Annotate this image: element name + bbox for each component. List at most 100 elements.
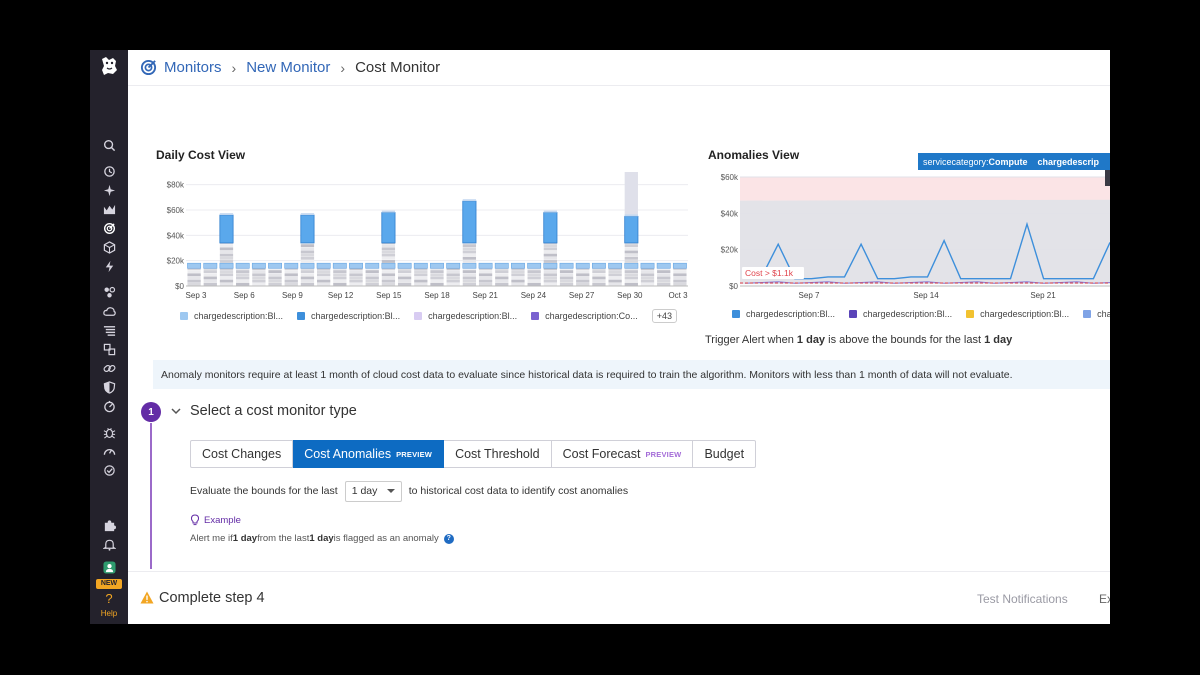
legend-item[interactable]: chargedescription:Bl...: [732, 309, 835, 319]
x-tick-label: Sep 21: [1030, 291, 1056, 300]
shield-icon[interactable]: [101, 379, 117, 395]
bar-segment: [268, 276, 282, 280]
trigger-bounds-value: 1 day: [984, 334, 1013, 346]
legend-more-button[interactable]: +43: [651, 309, 677, 323]
legend-item[interactable]: chargedescription:Bl...: [180, 311, 283, 321]
example-link[interactable]: Example: [190, 514, 241, 526]
y-tick-label: $20k: [721, 246, 739, 255]
footer-bar: Complete step 4 Test Notifications Ex: [128, 571, 1110, 624]
bar: [187, 262, 202, 286]
trigger-middle: is above the bounds for the last: [825, 334, 985, 346]
legend-item[interactable]: cha: [1083, 309, 1110, 319]
legend-swatch: [849, 310, 858, 318]
step-title[interactable]: Select a cost monitor type: [190, 403, 357, 419]
legend-item[interactable]: chargedescription:Bl...: [414, 311, 517, 321]
bar-segment: [543, 210, 557, 213]
trigger-alert-text: Trigger Alert when 1 day is above the bo…: [705, 334, 1012, 346]
x-tick-label: Sep 15: [376, 291, 402, 300]
legend-item[interactable]: chargedescription:Co...: [531, 311, 638, 321]
bar-segment: [381, 250, 396, 254]
bar-segment: [559, 270, 574, 274]
bar-segment: [511, 282, 525, 286]
help-label[interactable]: Help: [100, 609, 118, 618]
bar: [203, 262, 218, 286]
breadcrumb-monitors-link[interactable]: Monitors: [164, 59, 222, 76]
chevron-down-icon[interactable]: [170, 405, 182, 417]
main-content: Monitors › New Monitor › Cost Monitor Da…: [128, 50, 1110, 624]
legend-label: chargedescription:Bl...: [746, 309, 836, 319]
bar-segment: [414, 276, 428, 280]
legend-item[interactable]: chargedescription:Bl...: [849, 309, 952, 319]
dashboard-icon[interactable]: [101, 201, 117, 217]
daily-cost-chart[interactable]: $0 $20k $40k $60k $80k Sep 3 Sep 6 Sep 9 Sep 12 S…: [156, 164, 692, 304]
bar: [235, 262, 250, 286]
tab-cost-changes[interactable]: Cost Changes: [190, 440, 294, 468]
bar-segment: [462, 250, 477, 254]
bar-segment: [624, 270, 638, 274]
bar-segment: [381, 260, 396, 263]
legend-item[interactable]: chargedescription:Bl...: [966, 309, 1069, 319]
bar-segment: [608, 270, 622, 274]
bar-segment: [381, 253, 396, 257]
bar-segment: [527, 276, 541, 280]
bar-segment: [543, 262, 558, 269]
user-icon[interactable]: [101, 559, 117, 575]
link-icon[interactable]: [101, 360, 117, 376]
bar: [640, 262, 655, 286]
bar-segment: [640, 270, 655, 274]
threshold-label-bg: [742, 267, 804, 279]
legend-item[interactable]: chargedescription:Bl...: [297, 311, 400, 321]
logs-icon[interactable]: [101, 322, 117, 338]
bar-segment: [300, 270, 315, 274]
anomalies-chart[interactable]: $0 $20k $40k $60k Cost > $1.1k Sep 7 Sep 14 Sep…: [708, 150, 1110, 302]
bar: [316, 262, 331, 286]
help-circle-icon[interactable]: ?: [443, 533, 454, 544]
tab-cost-threshold[interactable]: Cost Threshold: [444, 440, 552, 468]
bell-icon[interactable]: [101, 536, 117, 552]
integrations-icon[interactable]: [101, 284, 117, 300]
bug-icon[interactable]: [101, 424, 117, 440]
bar-segment: [462, 282, 477, 286]
bar-segment: [543, 253, 557, 257]
lightning-icon[interactable]: [101, 258, 117, 274]
datadog-logo-icon[interactable]: [98, 55, 120, 77]
breadcrumb-new-monitor-link[interactable]: New Monitor: [246, 59, 331, 76]
tooltip-text: servicecategory:Compute chargedescrip: [923, 157, 1100, 167]
help-icon[interactable]: ?: [105, 590, 113, 606]
eval-select-value: 1 day: [351, 485, 378, 497]
evaluation-window-select[interactable]: 1 day: [344, 480, 402, 502]
gauge-icon[interactable]: [101, 398, 117, 414]
bar-segment: [462, 279, 477, 283]
search-icon[interactable]: [101, 137, 117, 153]
cloud-icon[interactable]: [101, 303, 117, 319]
cube-icon[interactable]: [101, 239, 117, 255]
synthetics-icon[interactable]: [101, 462, 117, 478]
bar: [413, 262, 428, 286]
monitors-icon[interactable]: [101, 220, 117, 236]
test-notifications-button[interactable]: Test Notifications: [977, 592, 1068, 606]
bar-segment: [608, 276, 622, 280]
bar-segment: [624, 253, 638, 257]
tab-cost-anomalies[interactable]: Cost Anomalies PREVIEW: [293, 440, 445, 468]
export-button[interactable]: Ex: [1099, 592, 1110, 606]
bar-segment: [300, 214, 315, 244]
bar-segment: [592, 276, 606, 280]
apm-icon[interactable]: [101, 341, 117, 357]
history-icon[interactable]: [101, 163, 117, 179]
bar-segment: [284, 262, 299, 269]
bar-segment: [527, 273, 541, 277]
bar: [430, 262, 444, 286]
puzzle-icon[interactable]: [101, 517, 117, 533]
bar-segment: [592, 270, 606, 274]
bar-segment: [397, 276, 412, 280]
tab-budget[interactable]: Budget: [693, 440, 757, 468]
sparkle-icon[interactable]: [101, 182, 117, 198]
bar-segment: [624, 256, 638, 260]
alert-prefix: Alert me if: [190, 533, 233, 544]
x-tick-label: Sep 30: [617, 291, 643, 300]
bar-segment: [203, 273, 217, 277]
speedometer-icon[interactable]: [101, 443, 117, 459]
bar-segment: [494, 262, 509, 269]
bar-segment: [527, 270, 541, 274]
tab-cost-forecast[interactable]: Cost Forecast PREVIEW: [551, 440, 694, 468]
